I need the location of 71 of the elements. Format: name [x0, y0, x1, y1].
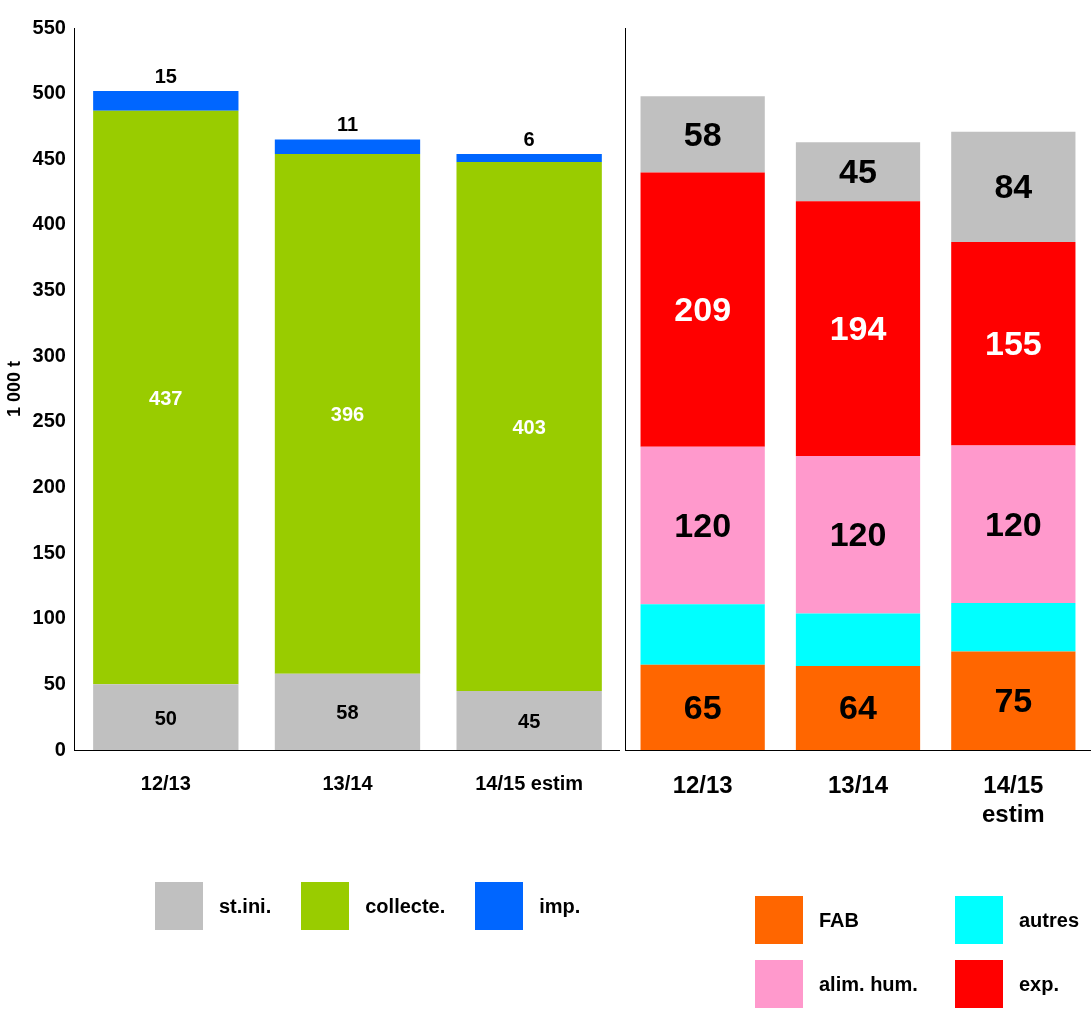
bar	[274, 139, 421, 155]
x-tick-label: 12/13	[672, 771, 733, 799]
legend-label: autres	[1019, 908, 1080, 932]
bar	[274, 673, 421, 750]
y-tick-label: 50	[43, 671, 66, 694]
data-label: 120	[984, 504, 1042, 543]
bar	[456, 690, 602, 750]
bar	[951, 602, 1076, 652]
data-label: 75	[994, 681, 1033, 720]
data-label: 15	[154, 64, 177, 87]
x-tick-label: 12/13	[140, 771, 191, 794]
y-tick-label: 400	[32, 212, 66, 235]
legend-label: imp.	[539, 894, 581, 918]
bar	[456, 154, 602, 162]
y-tick-label: 150	[32, 540, 66, 563]
bar	[951, 241, 1076, 446]
bar	[640, 96, 765, 173]
bar	[640, 172, 765, 447]
bar	[795, 455, 921, 614]
y-axis-title: 1 000 t	[3, 360, 24, 418]
x-tick-label: 13/14	[322, 771, 374, 794]
bar	[795, 201, 921, 456]
legend-label: st.ini.	[219, 894, 272, 918]
data-label: 50	[154, 706, 177, 729]
bar	[795, 613, 921, 666]
bar	[951, 445, 1076, 603]
bar	[951, 651, 1076, 750]
bar	[93, 110, 239, 685]
data-label: 64	[839, 688, 877, 727]
y-tick-label: 350	[32, 278, 66, 301]
legend-label: exp.	[1019, 972, 1060, 996]
data-label: 11	[336, 113, 359, 136]
data-label: 155	[984, 324, 1042, 363]
legend-label: FAB	[819, 908, 859, 932]
data-label: 65	[683, 687, 722, 726]
bar	[795, 665, 921, 750]
y-tick-label: 0	[54, 737, 66, 760]
bar	[93, 91, 239, 111]
data-label: 45	[839, 152, 877, 191]
data-label: 194	[829, 308, 887, 347]
x-tick-label: 14/15 estim	[475, 771, 584, 794]
legend-label: collecte.	[365, 894, 446, 918]
data-label: 209	[674, 289, 732, 328]
y-tick-label: 450	[32, 146, 66, 169]
data-label: 120	[829, 515, 887, 554]
y-tick-label: 550	[32, 15, 66, 38]
data-label: 403	[512, 415, 546, 438]
y-tick-label: 100	[32, 606, 66, 629]
y-tick-label: 300	[32, 343, 66, 366]
y-tick-label: 250	[32, 409, 66, 432]
data-label: 84	[994, 167, 1033, 206]
data-label: 120	[674, 505, 732, 544]
bar	[640, 446, 765, 605]
data-label: 58	[336, 701, 359, 724]
bar	[795, 142, 921, 202]
bar	[640, 664, 765, 750]
bar	[640, 604, 765, 665]
data-label: 6	[523, 127, 535, 150]
bar	[456, 161, 602, 691]
legend-label: alim. hum.	[819, 972, 918, 996]
bar	[951, 131, 1076, 242]
y-tick-label: 200	[32, 474, 66, 497]
bar	[274, 154, 421, 674]
data-label: 396	[330, 403, 365, 426]
data-label: 45	[518, 709, 541, 732]
data-label: 437	[149, 387, 183, 410]
x-tick-label: 13/14	[827, 771, 889, 799]
data-label: 58	[683, 114, 722, 153]
x-tick-label: 14/15 estim	[981, 771, 1045, 827]
y-tick-label: 500	[32, 81, 66, 104]
bar	[93, 684, 239, 750]
